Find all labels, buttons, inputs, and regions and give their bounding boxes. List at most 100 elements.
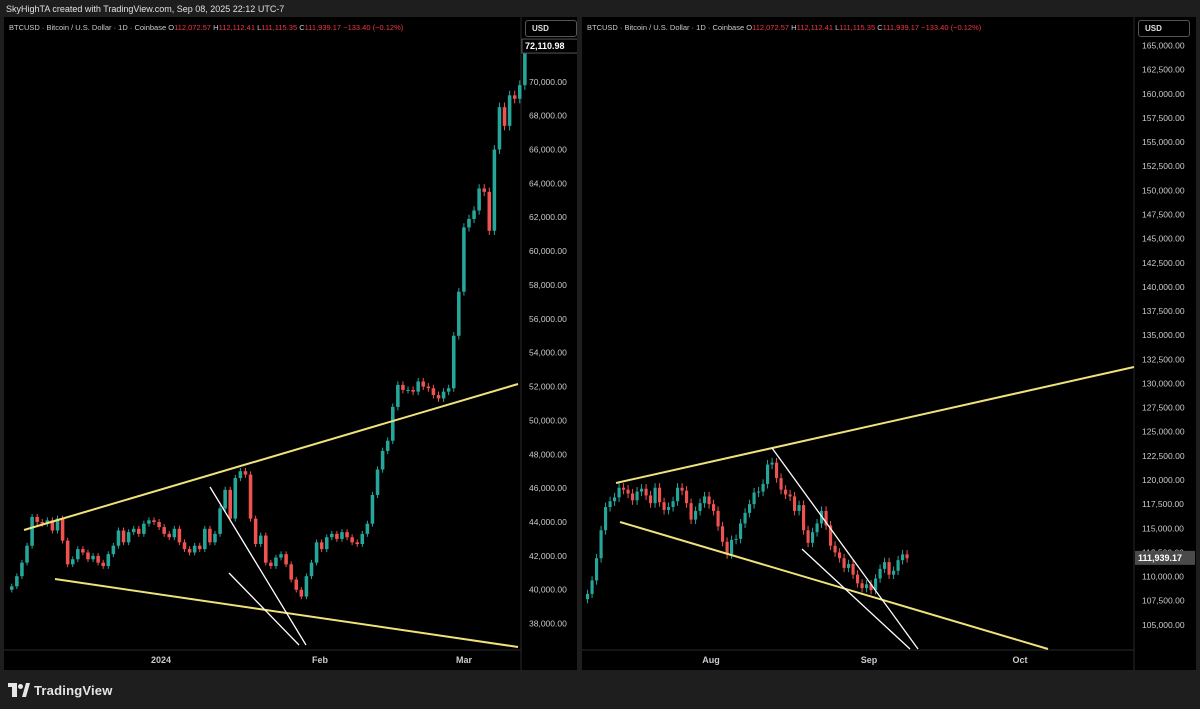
- right-candle-body: [815, 523, 819, 533]
- right-price-tick-label: 155,000.00: [1142, 137, 1185, 147]
- right-price-tick-label: 145,000.00: [1142, 234, 1185, 244]
- left-candle-body: [223, 489, 227, 509]
- footer-bar: TradingView: [0, 670, 1200, 709]
- left-candle-body: [177, 528, 182, 543]
- right-candle-body: [626, 489, 630, 494]
- left-candle-body: [121, 530, 126, 543]
- right-candle-body: [802, 505, 806, 531]
- left-candle-body: [76, 549, 80, 560]
- right-price-tick-label: 160,000.00: [1142, 89, 1185, 99]
- left-candle-body: [482, 188, 486, 192]
- left-date-label: Feb: [312, 655, 329, 665]
- right-price-tick-label: 132,500.00: [1142, 354, 1185, 364]
- left-candle-body: [451, 335, 456, 389]
- right-candle-body: [689, 503, 693, 520]
- left-price-tick-label: 50,000.00: [529, 415, 567, 425]
- left-high-label: H: [213, 23, 219, 32]
- right-price-tick-label: 135,000.00: [1142, 330, 1185, 340]
- right-price-tick-label: 122,500.00: [1142, 451, 1185, 461]
- left-candle-body: [157, 522, 161, 528]
- right-change-value: −133.40 (−0.12%): [921, 23, 982, 32]
- left-symbol: BTCUSD · Bitcoin / U.S. Dollar · 1D · Co…: [9, 23, 167, 32]
- left-close-value: 111,939.17: [304, 23, 342, 32]
- left-candle-body: [355, 542, 359, 545]
- left-candle-body: [401, 384, 405, 390]
- right-candle-body: [613, 497, 617, 502]
- right-price-tick-label: 162,500.00: [1142, 65, 1185, 75]
- right-candle-body: [599, 530, 603, 559]
- right-candle-body: [608, 501, 612, 508]
- left-current-price-box: 72,110.98: [521, 38, 577, 54]
- left-price-tick-label: 60,000.00: [529, 246, 567, 256]
- left-candlestick-chart[interactable]: 38,000.00 40,000.00 42,000.00 44,000.00 46,0…: [4, 17, 577, 670]
- left-trendline: [23, 383, 519, 531]
- right-symbol: BTCUSD · Bitcoin / U.S. Dollar · 1D · Co…: [587, 23, 745, 32]
- right-chart-pane[interactable]: 105,000.00107,500.00110,000.00112,500.00…: [582, 17, 1196, 670]
- right-flag-line: [771, 447, 919, 650]
- right-price-tick-label: 147,500.00: [1142, 209, 1185, 219]
- right-candle-body: [721, 526, 725, 542]
- left-candle-body: [467, 218, 471, 228]
- right-candle-body: [703, 496, 707, 504]
- right-date-label: Sep: [861, 655, 878, 665]
- right-candle-body: [824, 510, 828, 526]
- left-candle-body: [365, 523, 370, 534]
- left-candle-body: [167, 533, 172, 538]
- left-candle-body: [126, 532, 131, 543]
- right-current-price-box: 111,939.17: [1135, 550, 1195, 565]
- left-current-price-bg: [521, 38, 577, 54]
- right-candle-body: [653, 487, 657, 504]
- right-high-label: H: [791, 23, 797, 32]
- right-date-label: Oct: [1012, 655, 1027, 665]
- left-currency-button[interactable]: USD: [525, 20, 577, 37]
- right-candle-body: [833, 545, 837, 553]
- left-candle-body: [391, 406, 395, 441]
- left-price-tick-label: 68,000.00: [529, 111, 567, 121]
- left-candle-body: [203, 528, 207, 550]
- left-candle-body: [187, 549, 192, 553]
- left-candle-body: [436, 395, 441, 399]
- right-candle-body: [662, 502, 666, 510]
- left-candle-body: [192, 545, 197, 553]
- right-candle-body: [860, 583, 864, 589]
- right-candle-body: [725, 541, 729, 555]
- right-candle-body: [716, 510, 720, 527]
- left-candle-body: [441, 391, 446, 399]
- left-candle-body: [101, 562, 105, 567]
- right-price-tick-label: 137,500.00: [1142, 306, 1185, 316]
- left-candle-body: [497, 107, 502, 150]
- left-candle-body: [335, 533, 339, 539]
- right-candlestick-chart[interactable]: 105,000.00107,500.00110,000.00112,500.00…: [582, 17, 1196, 670]
- right-candle-body: [707, 496, 711, 505]
- left-candle-body: [370, 494, 375, 524]
- right-close-label: C: [877, 23, 883, 32]
- right-candle-body: [761, 483, 765, 492]
- right-price-tick-label: 117,500.00: [1142, 499, 1184, 509]
- left-candle-body: [299, 589, 304, 597]
- left-candle-body: [462, 227, 466, 292]
- right-candle-body: [851, 564, 855, 575]
- left-high-value: 112,112.41: [218, 23, 256, 32]
- left-price-tick-label: 40,000.00: [529, 585, 567, 595]
- left-close-label: C: [299, 23, 305, 32]
- left-candle-body: [65, 540, 70, 565]
- left-candle-body: [319, 542, 324, 550]
- left-candle-body: [446, 388, 451, 392]
- right-candle-body: [901, 554, 905, 561]
- right-candle-body: [667, 507, 671, 510]
- left-candle-body: [213, 533, 217, 543]
- right-currency-button[interactable]: USD: [1138, 20, 1190, 37]
- right-current-price-label: 111,939.17: [1138, 553, 1182, 563]
- tradingview-logo[interactable]: TradingView: [8, 682, 113, 698]
- left-candle-body: [345, 532, 349, 538]
- left-candle-body: [248, 474, 253, 519]
- left-candle-body: [518, 85, 522, 99]
- left-candle-body: [264, 535, 268, 563]
- right-candle-body: [676, 487, 680, 502]
- right-price-tick-label: 115,000.00: [1142, 523, 1184, 533]
- right-date-label: Aug: [702, 655, 720, 665]
- right-candle-body: [734, 538, 738, 540]
- left-candle-body: [116, 530, 121, 546]
- left-chart-pane[interactable]: 38,000.00 40,000.00 42,000.00 44,000.00 46,0…: [4, 17, 577, 670]
- left-candle-body: [457, 291, 461, 336]
